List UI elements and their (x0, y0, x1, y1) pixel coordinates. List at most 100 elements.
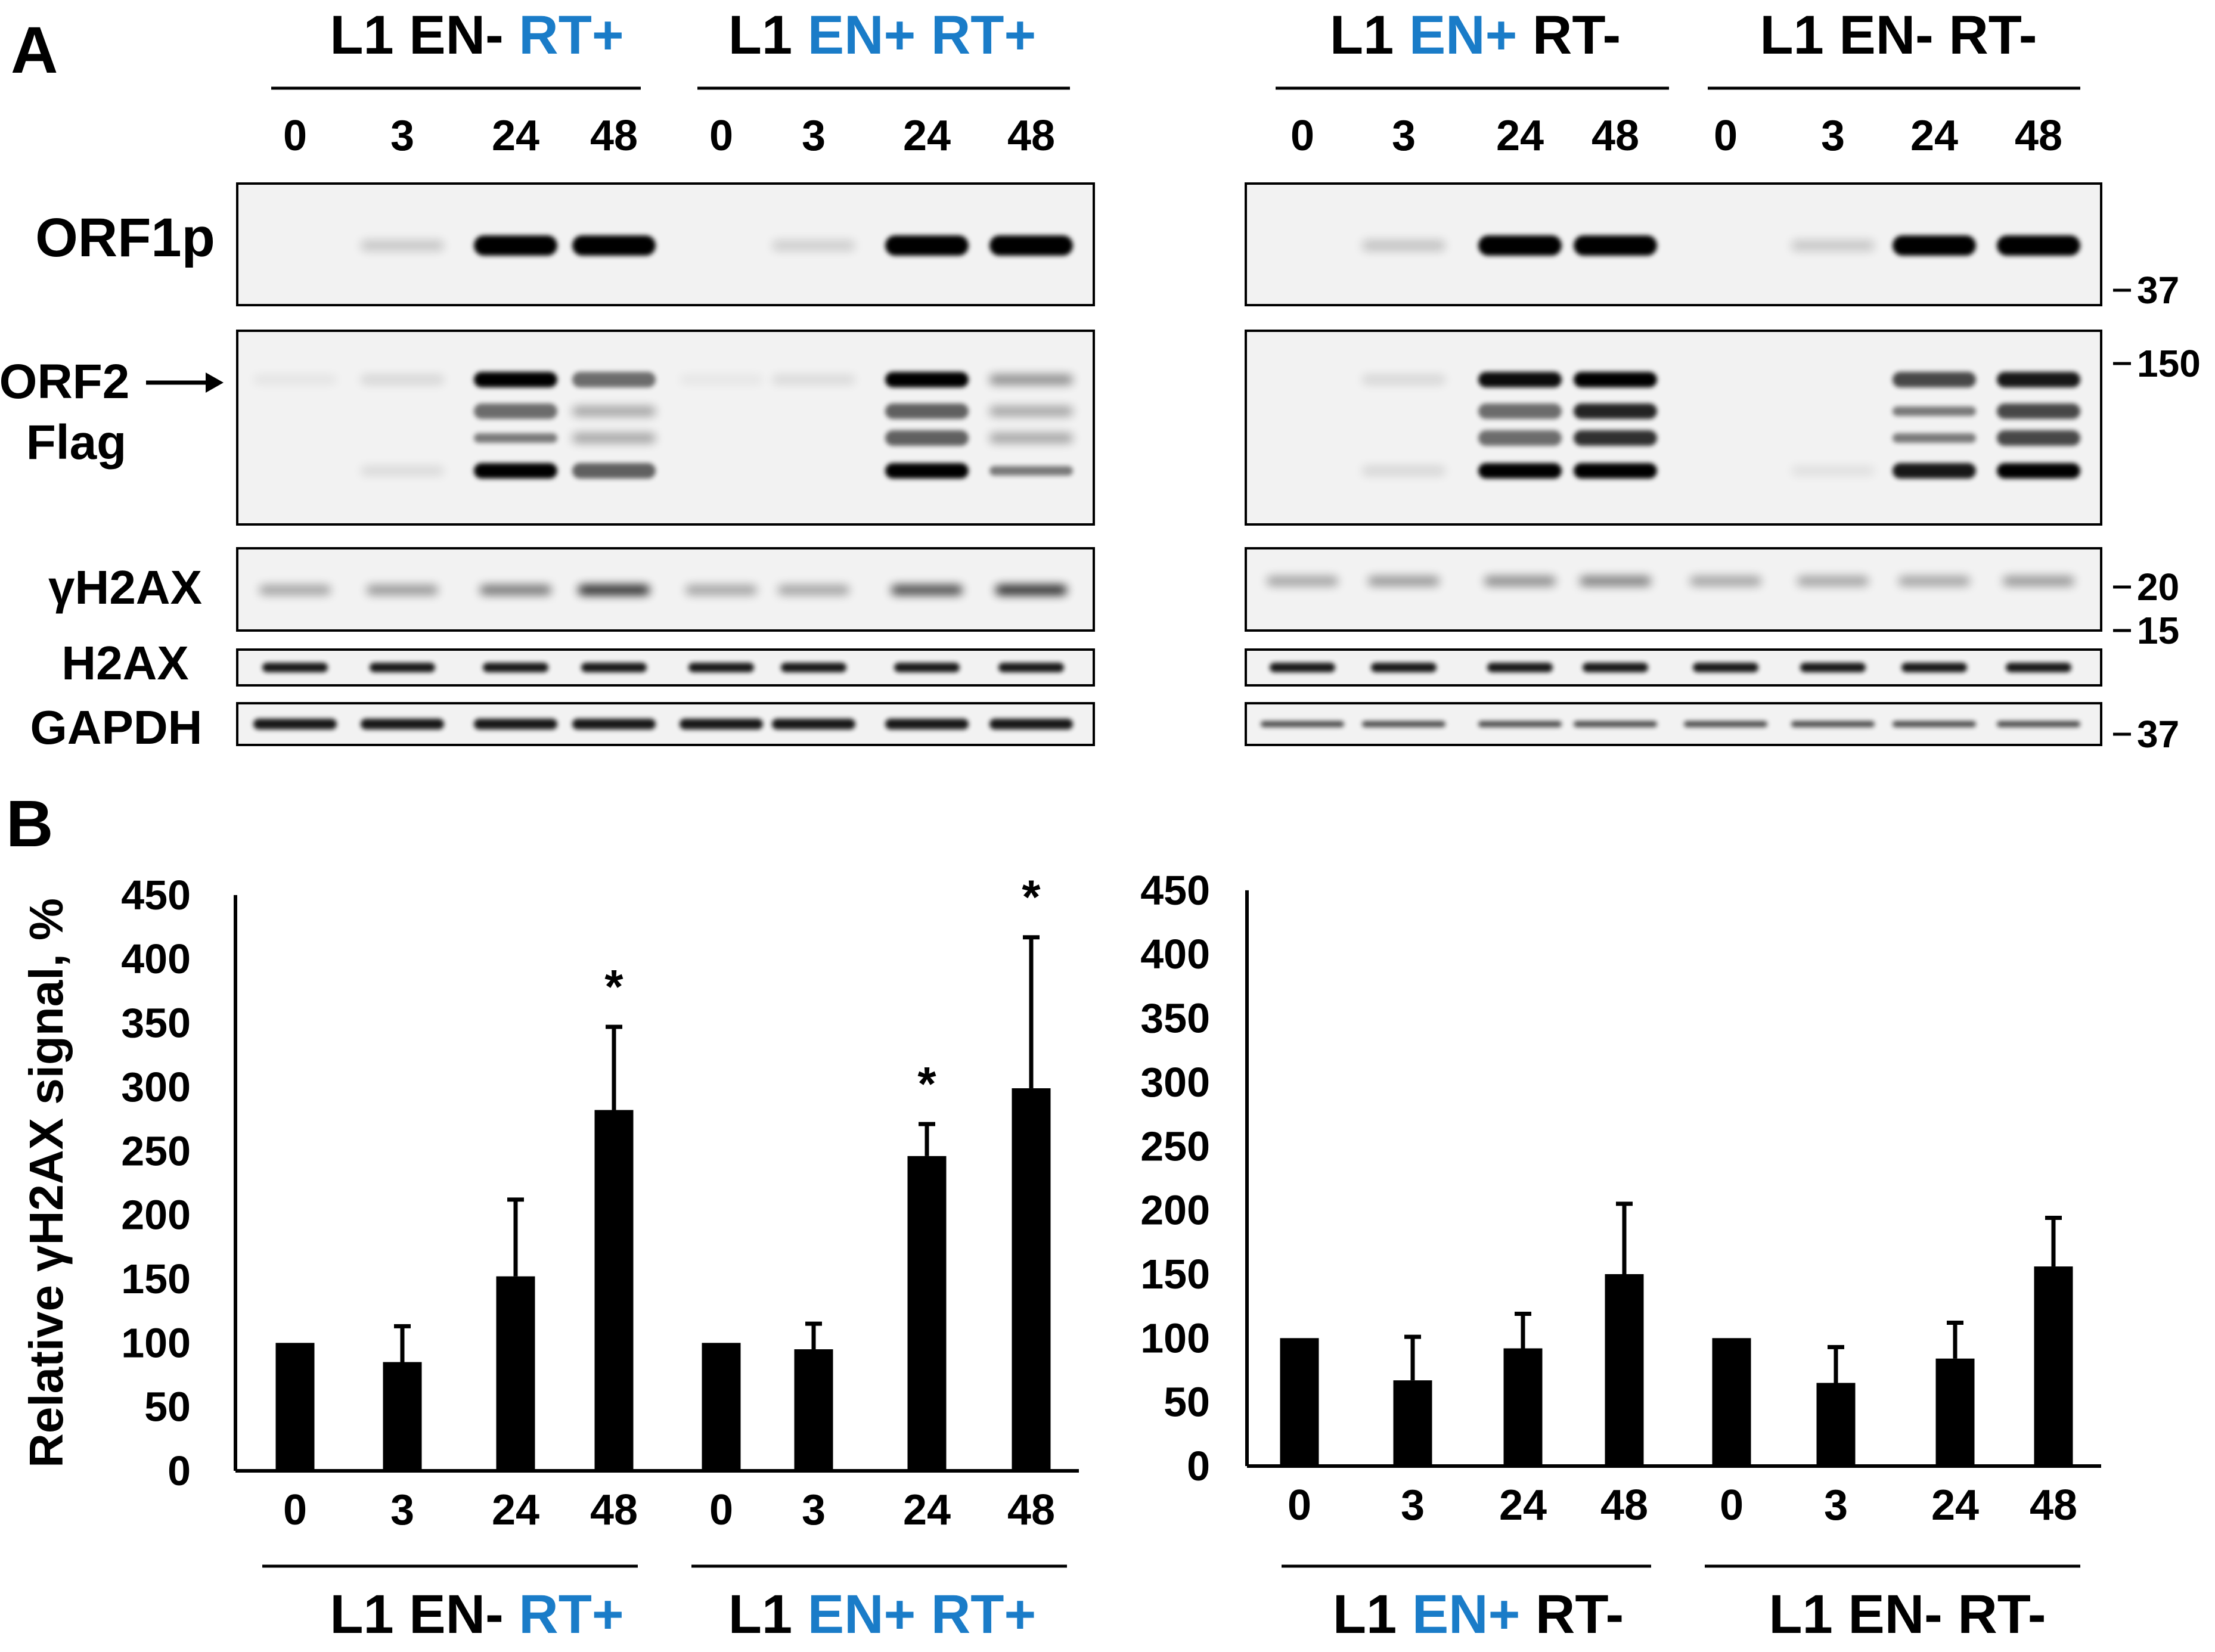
timepoint-label: 24 (492, 112, 539, 160)
condition-label-part: RT- (1957, 1584, 2046, 1645)
size-marker-label: 37 (2137, 269, 2179, 312)
timepoint-label: 48 (1007, 112, 1055, 160)
timepoint-label: 3 (802, 112, 826, 160)
bar (1393, 1380, 1432, 1466)
protein-band (474, 463, 557, 479)
x-tick-label: 3 (802, 1486, 826, 1534)
protein-band (572, 463, 656, 479)
blot-membrane (236, 330, 1095, 526)
protein-band (1893, 372, 1976, 387)
protein-band (572, 372, 656, 387)
protein-band (1574, 235, 1657, 256)
orf2-arrowhead-icon (206, 372, 224, 393)
condition-label-part: RT+ (931, 1584, 1036, 1645)
protein-band (1371, 663, 1437, 672)
bar (794, 1349, 833, 1471)
condition-label-part: L1 (728, 5, 808, 66)
protein-band (474, 372, 557, 387)
y-tick-label: 0 (1187, 1443, 1210, 1489)
x-tick-label: 3 (1824, 1482, 1848, 1529)
timepoint-label: 3 (390, 112, 414, 160)
protein-band (1800, 663, 1866, 672)
condition-label-part: L1 (1760, 5, 1839, 66)
protein-band (1893, 721, 1976, 727)
y-tick-label: 50 (144, 1384, 191, 1430)
protein-band (1997, 430, 2080, 446)
protein-band (572, 406, 656, 416)
bar (383, 1362, 422, 1471)
protein-band (1484, 576, 1556, 586)
condition-label-part: L1 (1769, 1584, 1848, 1645)
protein-band (885, 430, 969, 446)
condition-label-part: L1 (330, 5, 409, 66)
protein-band (253, 719, 337, 729)
condition-label: L1 EN+ RT+ (728, 1584, 1036, 1645)
x-tick-label: 0 (1720, 1482, 1744, 1529)
protein-band (1574, 721, 1657, 727)
x-tick-label: 48 (1007, 1486, 1055, 1534)
protein-band (474, 719, 557, 729)
protein-band (1898, 576, 1970, 586)
protein-band (885, 372, 969, 387)
protein-band (259, 585, 331, 595)
protein-band (1478, 403, 1562, 419)
protein-band (1791, 240, 1875, 251)
protein-band (361, 240, 444, 251)
protein-band (1797, 576, 1869, 586)
protein-band (1901, 663, 1967, 672)
protein-band (370, 663, 435, 672)
condition-label: L1 EN- RT- (1769, 1584, 2046, 1645)
size-marker-label: 15 (2137, 609, 2179, 652)
bar (1935, 1358, 1975, 1466)
protein-band (1893, 463, 1976, 479)
x-tick-label: 24 (1931, 1482, 1979, 1529)
protein-band (581, 663, 647, 672)
protein-band (367, 585, 438, 595)
protein-band (2006, 663, 2071, 672)
y-tick-label: 200 (1140, 1187, 1210, 1234)
y-tick-label: 350 (121, 1000, 191, 1047)
panel-a-label: A (11, 14, 58, 87)
bar (2034, 1266, 2073, 1466)
y-tick-label: 200 (121, 1192, 191, 1238)
protein-band (262, 663, 328, 672)
y-tick-label: 450 (121, 872, 191, 918)
protein-band (685, 585, 757, 595)
condition-label: L1 EN- RT+ (330, 1584, 623, 1645)
panel-b-label: B (6, 787, 53, 861)
protein-band (1893, 406, 1976, 416)
bar (496, 1276, 535, 1471)
bar (275, 1343, 315, 1471)
blot-membrane (1245, 330, 2102, 526)
protein-band (1478, 372, 1562, 387)
bar (1012, 1088, 1051, 1471)
timepoint-label: 48 (590, 112, 638, 160)
condition-label-part: L1 (1333, 1584, 1412, 1645)
significance-marker: * (1022, 871, 1041, 924)
y-tick-label: 50 (1164, 1379, 1210, 1426)
protein-band (1791, 721, 1875, 727)
x-tick-label: 48 (590, 1486, 638, 1534)
protein-band (572, 433, 656, 443)
protein-band (1583, 663, 1648, 672)
x-tick-label: 3 (390, 1486, 414, 1534)
condition-label: L1 EN- RT+ (330, 5, 623, 66)
x-tick-label: 48 (1600, 1482, 1648, 1529)
protein-band (688, 663, 754, 672)
y-tick-label: 0 (167, 1448, 191, 1494)
protein-band (1362, 375, 1445, 384)
protein-band (2003, 576, 2074, 586)
condition-label-part: L1 (330, 1584, 409, 1645)
protein-band (1574, 372, 1657, 387)
protein-band (894, 663, 960, 672)
protein-band (1267, 576, 1338, 586)
condition-label-part: L1 (728, 1584, 808, 1645)
bar (702, 1343, 741, 1471)
y-tick-label: 100 (1140, 1315, 1210, 1361)
protein-band (1997, 403, 2080, 419)
timepoint-label: 3 (1821, 112, 1845, 160)
protein-band (1478, 721, 1562, 727)
timepoint-label: 0 (1290, 112, 1314, 160)
protein-band (989, 433, 1073, 443)
